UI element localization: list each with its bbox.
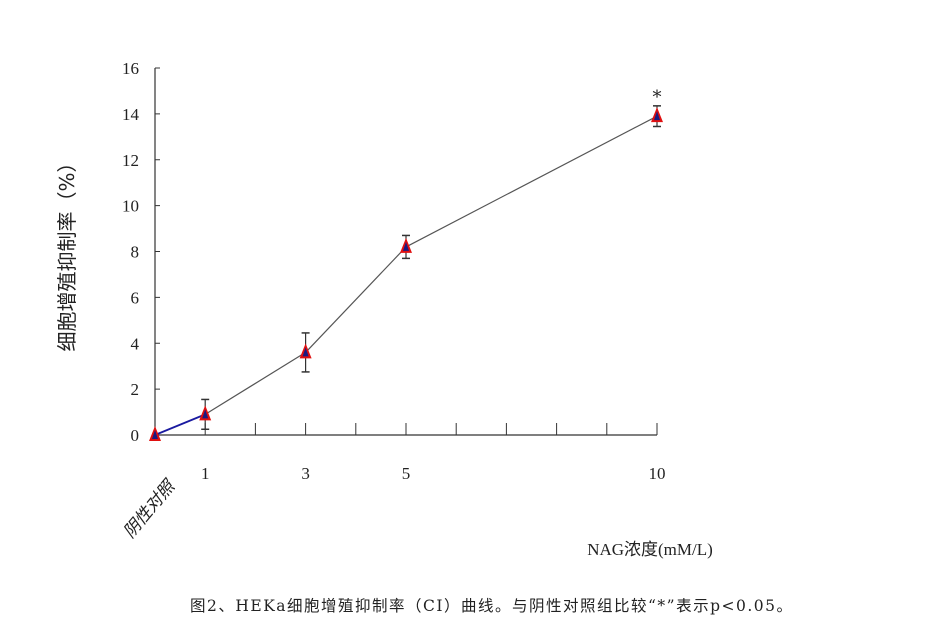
series-line-segment bbox=[154, 413, 206, 436]
series-line-segment bbox=[204, 351, 306, 415]
y-tick-label: 8 bbox=[131, 243, 140, 262]
significance-marker: * bbox=[653, 87, 662, 108]
x-axis-label: NAG浓度(mM/L) bbox=[587, 540, 713, 559]
y-tick-label: 16 bbox=[122, 59, 139, 78]
y-tick-label: 2 bbox=[131, 380, 140, 399]
x-tick-label: 3 bbox=[301, 464, 310, 483]
y-tick-label: 14 bbox=[122, 105, 140, 124]
x-tick-label: 5 bbox=[402, 464, 411, 483]
data-point-inner bbox=[202, 409, 209, 419]
data-point-inner bbox=[654, 111, 660, 121]
y-tick-label: 6 bbox=[131, 288, 140, 307]
figure-caption: 图2、HEKa细胞增殖抑制率（CI）曲线。与阴性对照组比较“*”表示p<0.05… bbox=[190, 597, 794, 615]
data-point-inner bbox=[403, 241, 409, 251]
x-tick-label: 阴性对照 bbox=[120, 475, 180, 542]
y-tick-label: 0 bbox=[131, 426, 140, 445]
data-point-inner bbox=[302, 347, 309, 357]
y-tick-label: 12 bbox=[122, 151, 139, 170]
series-line-segment bbox=[305, 246, 407, 353]
y-tick-label: 4 bbox=[131, 334, 140, 353]
x-tick-label: 1 bbox=[201, 464, 210, 483]
y-tick-label: 10 bbox=[122, 197, 139, 216]
x-tick-label: 10 bbox=[649, 464, 666, 483]
data-point-inner bbox=[152, 430, 158, 439]
y-axis-label: 细胞增殖抑制率（%） bbox=[55, 152, 79, 351]
series-line-segment bbox=[405, 115, 658, 248]
